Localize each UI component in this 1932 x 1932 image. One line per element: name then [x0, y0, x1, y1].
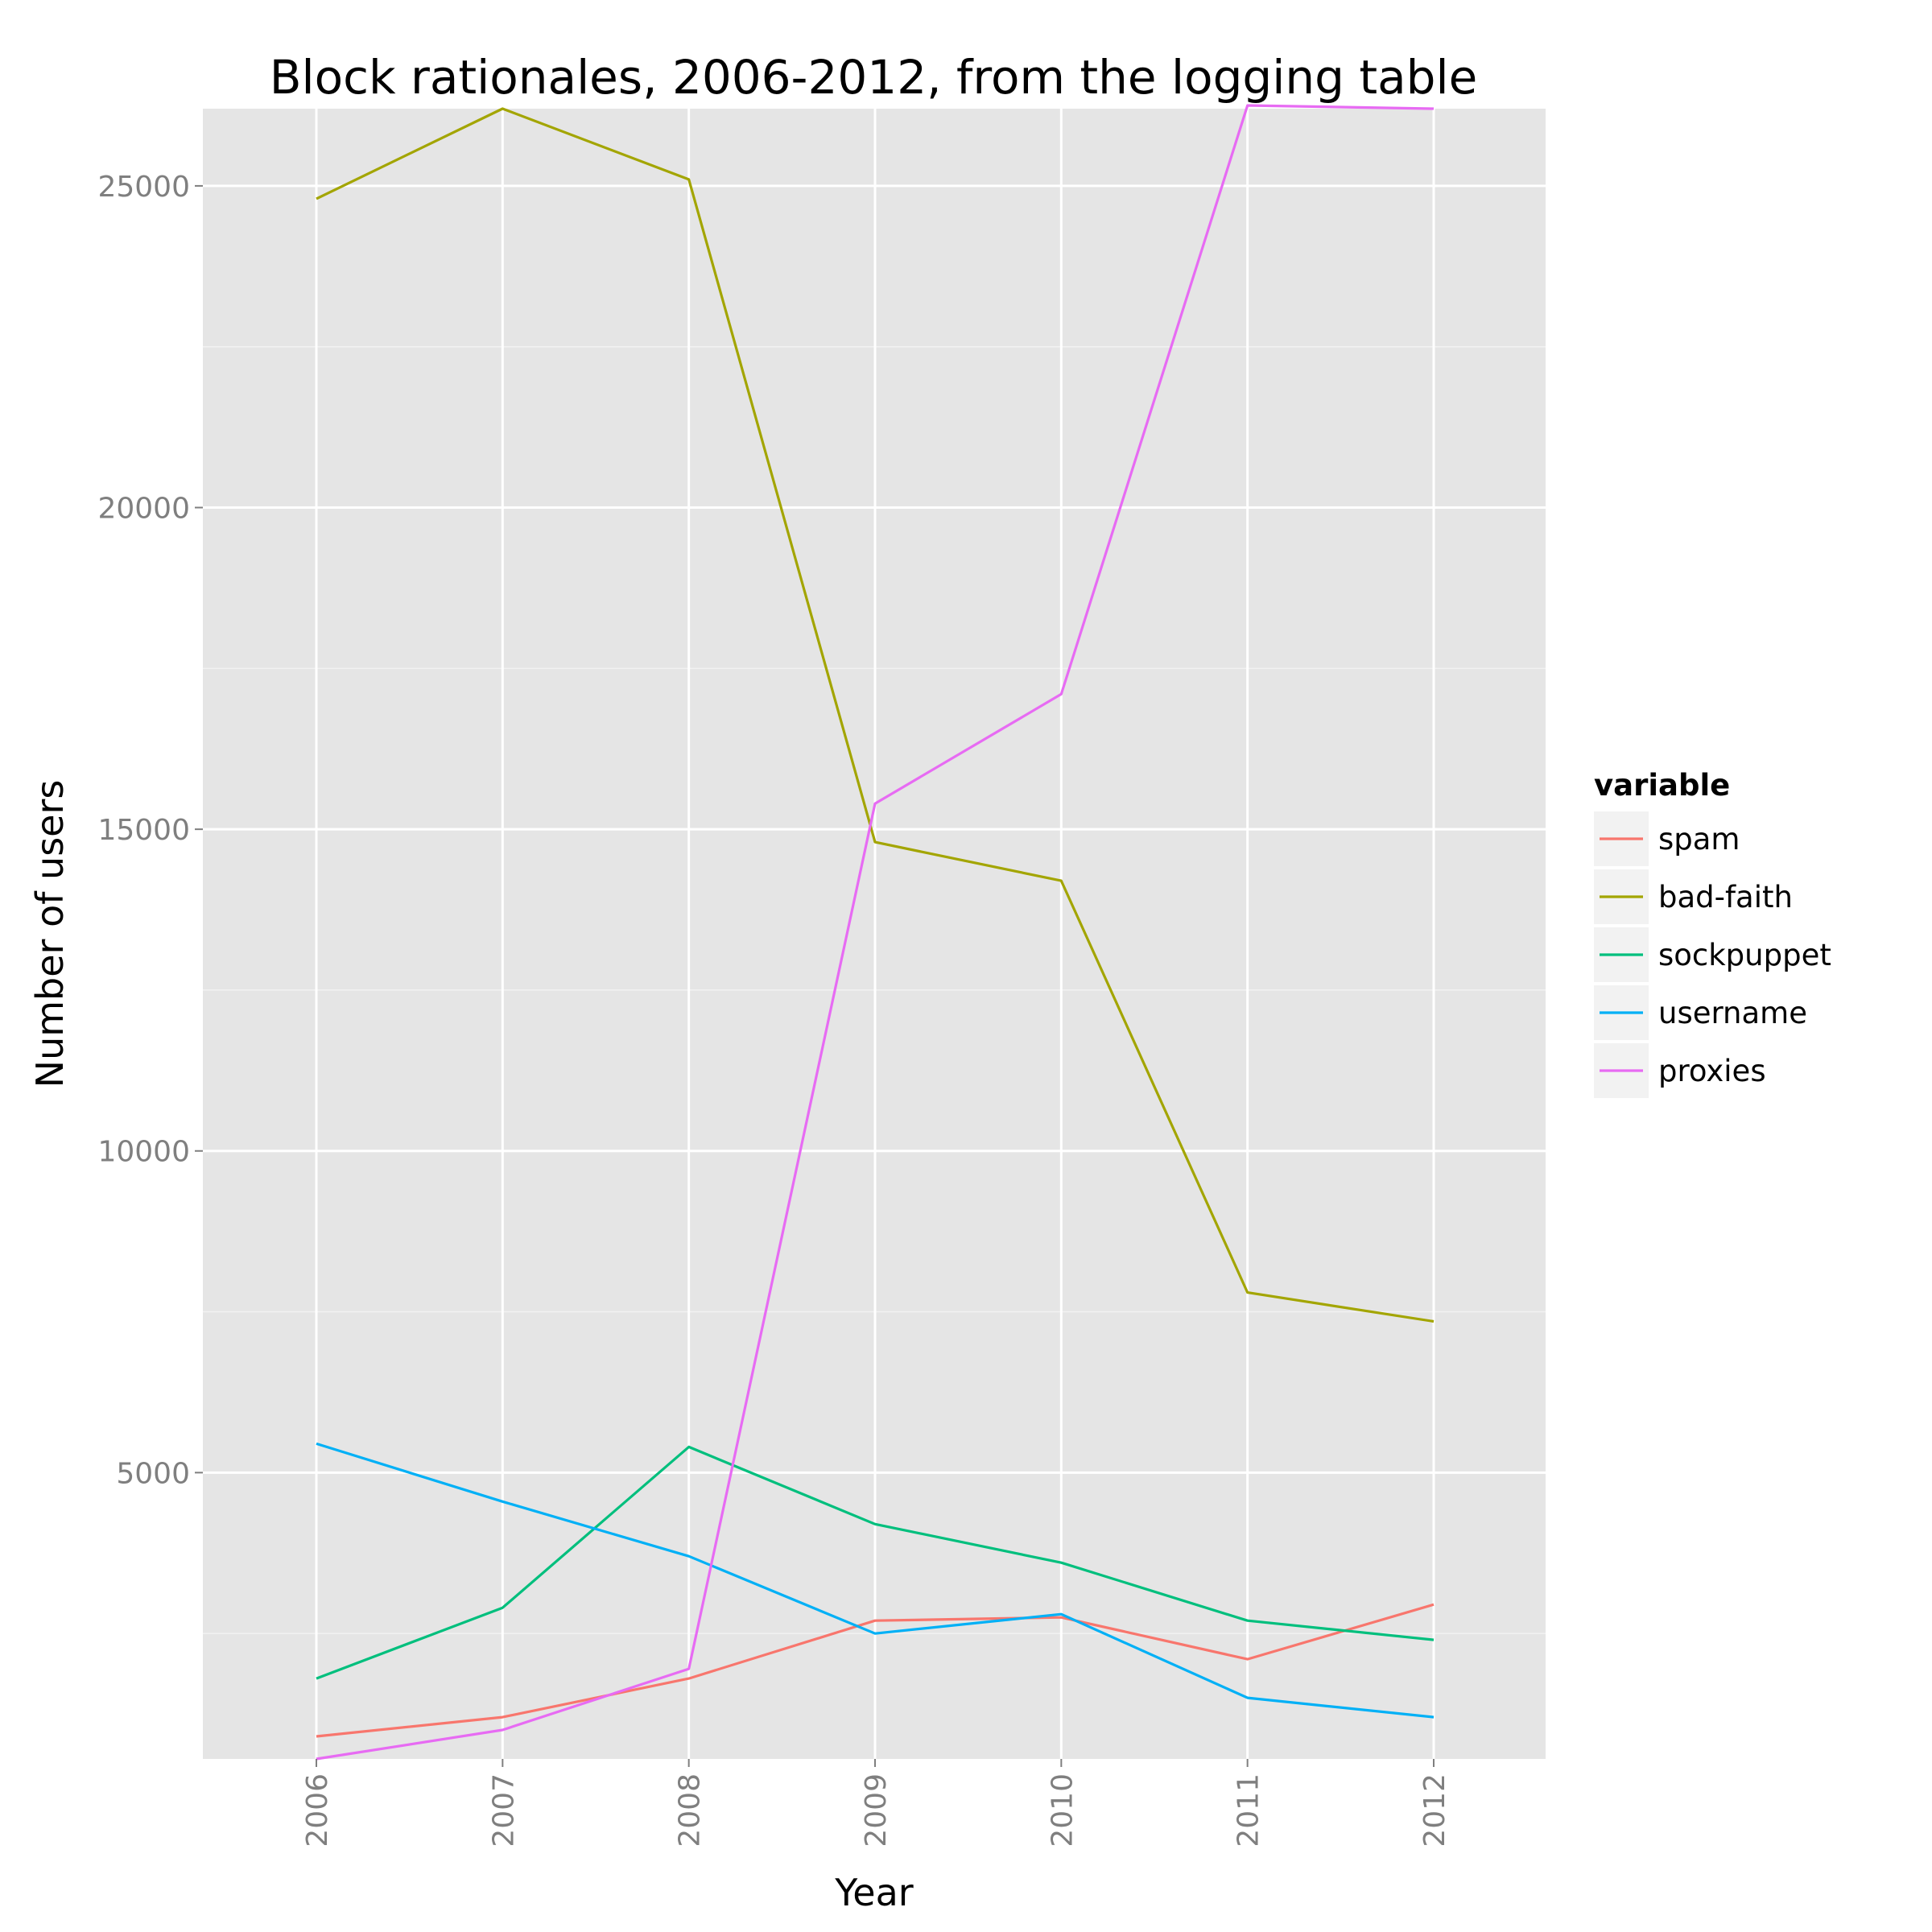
chart-title: Block rationales, 2006-2012, from the lo… — [270, 50, 1478, 105]
x-tick-label: 2008 — [674, 1773, 707, 1847]
y-tick-label: 25000 — [97, 171, 190, 204]
major-gridlines — [203, 109, 1546, 1759]
x-tick-label: 2007 — [487, 1773, 520, 1847]
legend-label-proxies: proxies — [1658, 1054, 1766, 1088]
legend-items: spam bad-faith sockpuppet username proxies — [1594, 811, 1831, 1098]
series-lines — [316, 104, 1435, 1761]
series-line-bad-faith — [316, 107, 1435, 1323]
x-tick-label: 2009 — [860, 1773, 893, 1847]
y-tick-label: 5000 — [116, 1457, 190, 1490]
y-tick-label: 20000 — [97, 493, 190, 526]
x-tick-label: 2006 — [301, 1773, 334, 1847]
series-line-spam — [316, 1603, 1435, 1738]
series-line-sockpuppet — [316, 1445, 1435, 1680]
legend-title: variable — [1594, 768, 1730, 803]
legend-label-sockpuppet: sockpuppet — [1658, 938, 1831, 972]
legend-label-username: username — [1658, 996, 1807, 1030]
series-line-proxies — [316, 104, 1435, 1761]
series-line-username — [316, 1442, 1435, 1719]
legend-label-spam: spam — [1658, 822, 1740, 857]
x-tick-label: 2010 — [1046, 1773, 1079, 1847]
legend-label-bad-faith: bad-faith — [1658, 880, 1793, 914]
x-tick-label: 2012 — [1418, 1773, 1451, 1847]
y-tick-label: 15000 — [97, 814, 190, 847]
y-tick-label: 10000 — [97, 1136, 190, 1169]
x-axis-title: Year — [834, 1871, 913, 1914]
x-axis-ticks: 2006 2007 2008 2009 2010 2011 2012 — [301, 1759, 1451, 1847]
x-tick-label: 2011 — [1232, 1773, 1265, 1847]
legend: variable spam bad-faith sockpuppet username… — [1594, 768, 1831, 1098]
y-axis-ticks: 5000 10000 15000 20000 25000 — [97, 171, 203, 1490]
y-axis-title: Number of users — [28, 780, 72, 1088]
